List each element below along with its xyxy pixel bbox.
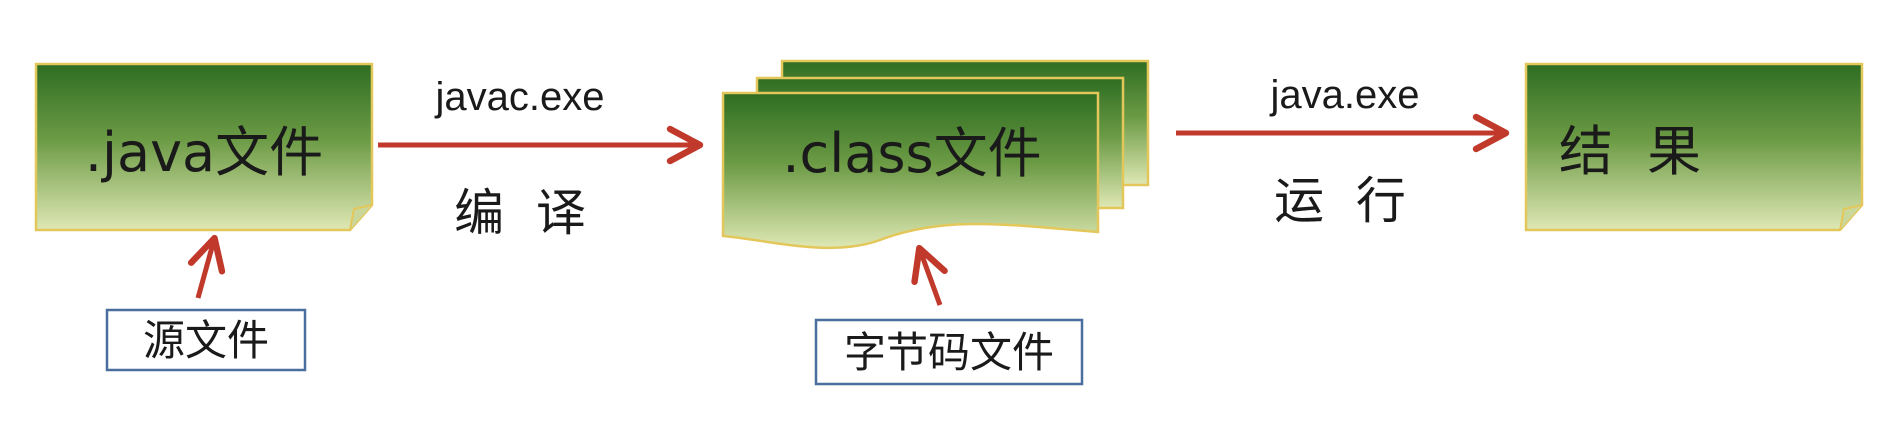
compile-action-label: 编 译: [454, 184, 586, 242]
bytecode-callout-box: [814, 318, 1084, 386]
class-file-label: .class文件: [782, 122, 1041, 185]
compile-arrow-group: javac.exe 编 译: [378, 75, 704, 242]
result-document: 结 果: [1524, 62, 1864, 232]
class-bytecode-stack: .class文件: [721, 59, 1150, 250]
java-source-label: .java文件: [85, 121, 323, 184]
source-callout-label: 源文件: [143, 316, 269, 365]
bytecode-callout-label: 字节码文件: [844, 328, 1054, 377]
run-command-label: java.exe: [1270, 73, 1420, 117]
java-source-document: .java文件: [34, 62, 374, 232]
compile-command-label: javac.exe: [435, 75, 605, 119]
run-arrow-group: java.exe 运 行: [1176, 73, 1510, 230]
run-action-label: 运 行: [1274, 172, 1406, 230]
bytecode-callout-arrow: [911, 244, 948, 306]
class-stack-front-sheet: [721, 91, 1100, 250]
source-file-callout: 源文件: [105, 234, 307, 372]
source-callout-arrow: [187, 234, 226, 299]
source-callout-box: [105, 308, 307, 372]
result-label: 结 果: [1559, 120, 1701, 183]
bytecode-file-callout: 字节码文件: [814, 244, 1084, 386]
